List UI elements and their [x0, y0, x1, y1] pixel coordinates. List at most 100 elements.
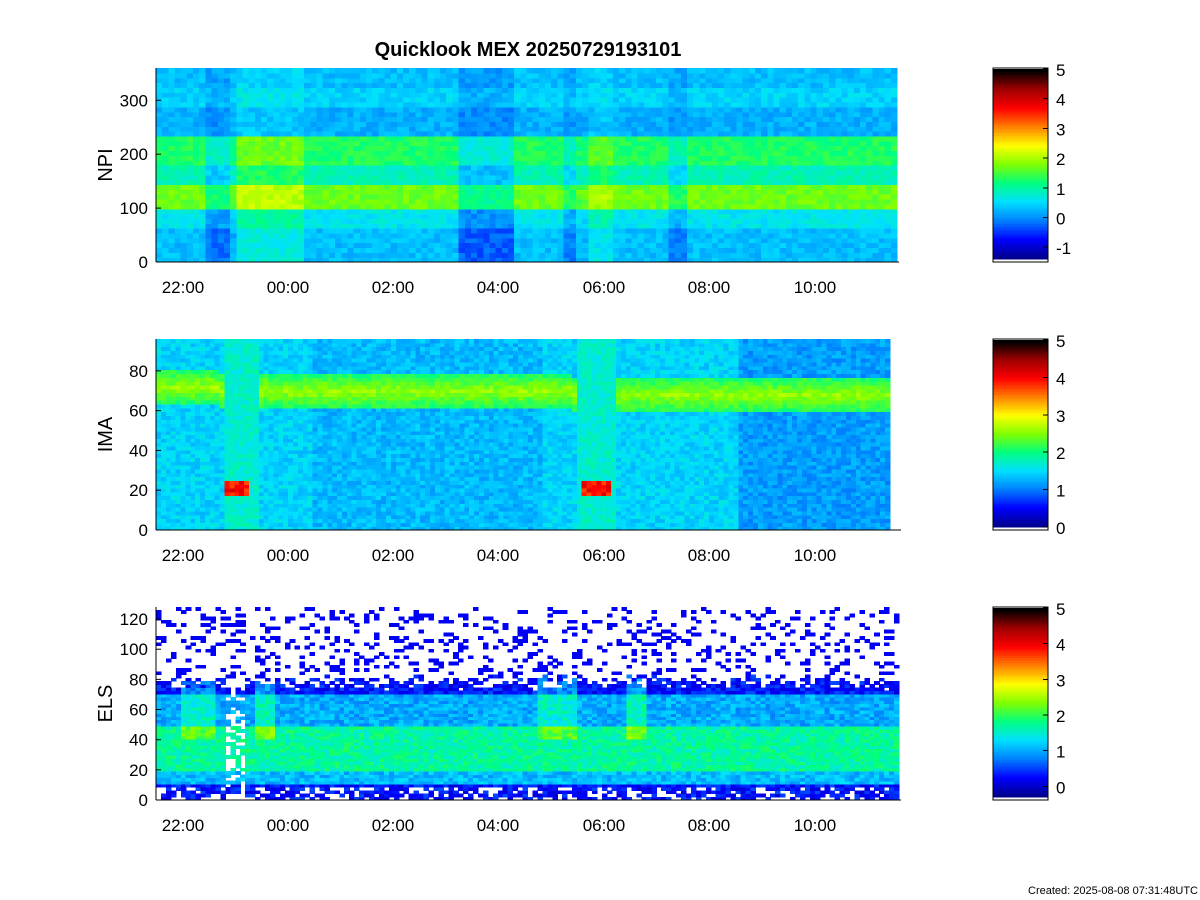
npi-heatmap-cell — [600, 116, 608, 122]
npi-heatmap-cell — [335, 218, 342, 224]
npi-heatmap-cell — [483, 237, 491, 244]
npi-heatmap-cell — [248, 145, 256, 152]
npi-colorbar-step — [993, 156, 1048, 160]
npi-heatmap-cell — [415, 189, 423, 195]
npi-heatmap-cell — [631, 237, 639, 244]
npi-heatmap-cell — [656, 252, 663, 258]
npi-heatmap-cell — [279, 203, 287, 210]
ima-heatmap-cell — [156, 438, 162, 443]
npi-heatmap-cell — [724, 169, 731, 176]
npi-heatmap-cell — [767, 140, 775, 147]
npi-heatmap-cell — [792, 252, 799, 258]
npi-heatmap-cell — [211, 135, 219, 142]
npi-heatmap-cell — [569, 242, 577, 249]
npi-heatmap-cell — [390, 135, 398, 142]
npi-heatmap-cell — [532, 111, 540, 118]
npi-heatmap-cell — [730, 106, 738, 113]
npi-heatmap-cell — [279, 116, 287, 122]
npi-heatmap-cell — [853, 145, 861, 152]
npi-heatmap-cell — [353, 213, 361, 219]
npi-colorbar-step — [993, 171, 1048, 175]
npi-heatmap-cell — [421, 213, 429, 219]
npi-heatmap-cell — [822, 165, 830, 171]
npi-heatmap-cell — [273, 189, 281, 195]
npi-heatmap-cell — [674, 121, 682, 127]
npi-heatmap-cell — [433, 68, 441, 74]
npi-heatmap-cell — [656, 218, 663, 224]
npi-heatmap-cell — [199, 208, 206, 215]
npi-heatmap-cell — [254, 131, 262, 137]
npi-heatmap-cell — [563, 179, 571, 185]
npi-heatmap-cell — [872, 111, 880, 118]
npi-heatmap-cell — [662, 135, 670, 142]
npi-heatmap-cell — [211, 92, 219, 98]
npi-heatmap-cell — [687, 203, 694, 210]
npi-heatmap-cell — [341, 237, 349, 244]
npi-heatmap-cell — [637, 169, 645, 176]
npi-heatmap-cell — [890, 179, 898, 185]
npi-heatmap-cell — [526, 126, 534, 132]
npi-heatmap-cell — [859, 87, 867, 93]
npi-heatmap-cell — [446, 155, 453, 161]
npi-heatmap-cell — [816, 77, 824, 84]
npi-heatmap-cell — [464, 160, 472, 166]
npi-heatmap-cell — [687, 218, 694, 224]
npi-heatmap-cell — [409, 145, 416, 152]
npi-heatmap-cell — [359, 228, 367, 234]
npi-heatmap-cell — [878, 223, 886, 229]
npi-heatmap-cell — [199, 101, 206, 108]
npi-heatmap-cell — [631, 145, 639, 152]
npi-heatmap-cell — [878, 77, 886, 84]
npi-heatmap-cell — [316, 223, 324, 229]
npi-heatmap-cell — [699, 101, 707, 108]
npi-heatmap-cell — [619, 228, 626, 234]
npi-heatmap-cell — [273, 121, 281, 127]
npi-heatmap-cell — [526, 101, 534, 108]
npi-heatmap-cell — [730, 223, 738, 229]
npi-heatmap-cell — [785, 155, 793, 161]
npi-heatmap-cell — [353, 257, 361, 263]
npi-heatmap-cell — [199, 232, 206, 239]
npi-heatmap-cell — [507, 160, 515, 166]
npi-heatmap-cell — [779, 252, 787, 258]
npi-heatmap-cell — [705, 121, 713, 127]
npi-heatmap-cell — [748, 106, 756, 113]
npi-heatmap-cell — [674, 247, 682, 253]
npi-heatmap-cell — [335, 184, 342, 190]
npi-heatmap-cell — [174, 126, 182, 132]
npi-heatmap-cell — [538, 68, 546, 74]
npi-heatmap-cell — [625, 198, 633, 205]
npi-heatmap-cell — [298, 126, 305, 132]
npi-heatmap-cell — [637, 121, 645, 127]
npi-heatmap-cell — [341, 169, 349, 176]
npi-heatmap-cell — [347, 126, 355, 132]
npi-heatmap-cell — [829, 232, 836, 239]
npi-heatmap-cell — [433, 121, 441, 127]
npi-heatmap-cell — [328, 150, 336, 156]
npi-heatmap-cell — [705, 174, 713, 181]
npi-heatmap-cell — [470, 218, 478, 224]
npi-heatmap-cell — [458, 223, 466, 229]
npi-heatmap-cell — [446, 174, 453, 181]
npi-heatmap-cell — [396, 228, 404, 234]
npi-heatmap-cell — [520, 72, 528, 79]
npi-heatmap-cell — [477, 160, 484, 166]
npi-heatmap-cell — [328, 213, 336, 219]
npi-heatmap-cell — [199, 169, 206, 176]
npi-heatmap-cell — [390, 140, 398, 147]
npi-heatmap-cell — [785, 87, 793, 93]
npi-heatmap-cell — [322, 223, 330, 229]
npi-heatmap-cell — [483, 111, 491, 118]
npi-heatmap-cell — [761, 218, 768, 224]
npi-heatmap-cell — [291, 218, 299, 224]
npi-heatmap-cell — [680, 126, 688, 132]
npi-heatmap-cell — [575, 160, 583, 166]
npi-heatmap-cell — [464, 208, 472, 215]
npi-heatmap-cell — [532, 208, 540, 215]
npi-heatmap-cell — [273, 252, 281, 258]
npi-heatmap-cell — [773, 92, 781, 98]
npi-heatmap-cell — [458, 68, 466, 74]
npi-heatmap-cell — [186, 247, 194, 253]
ima-heatmap-cell — [160, 503, 167, 508]
npi-heatmap-cell — [699, 184, 707, 190]
